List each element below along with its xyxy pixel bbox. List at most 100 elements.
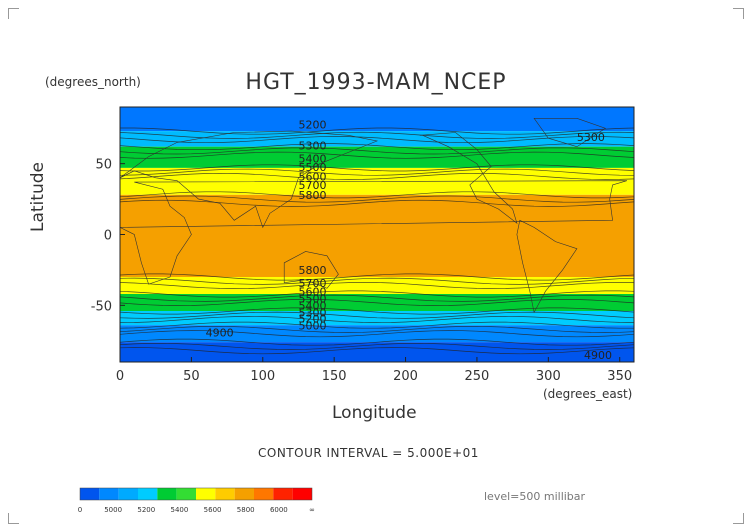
colorbar-label-0: 0	[78, 506, 82, 514]
colorbar-label-7: ∞	[309, 506, 315, 514]
chart-title: HGT_1993-MAM_NCEP	[245, 70, 507, 95]
contour-label-17: 4900	[584, 349, 612, 362]
colorbar-frame	[79, 487, 313, 501]
contour-label-12: 5400	[298, 300, 326, 313]
contour-line-8-1	[119, 325, 635, 333]
contour-label-1: 5300	[298, 140, 326, 153]
contour-label-14: 5200	[298, 312, 326, 325]
x-tick-label-7: 350	[607, 369, 632, 384]
contour-label-0: 5200	[298, 118, 326, 131]
contour-label-5: 5600	[298, 171, 326, 184]
x-axis-label: Longitude	[332, 403, 417, 423]
contour-line-9-1	[119, 342, 635, 350]
x-tick-label-0: 0	[116, 369, 124, 384]
contour-line-2-2	[119, 151, 635, 159]
contour-label-7: 5800	[298, 189, 326, 202]
contour-line-2-1	[119, 147, 635, 155]
colorbar-label-5: 5800	[237, 506, 255, 514]
continent-outline-0	[419, 132, 518, 225]
colorbar-swatch-8	[234, 488, 254, 500]
contour-label-16: 4900	[206, 327, 234, 340]
continent-outline-4	[283, 251, 339, 289]
contour-label-9: 5700	[298, 277, 326, 290]
band-0	[120, 107, 634, 132]
crop-mark-bottom-right	[733, 513, 744, 524]
contour-label-15: 5000	[298, 319, 326, 332]
contour-line-5-1	[119, 277, 635, 285]
band-8	[120, 325, 634, 343]
crop-mark-top-right	[733, 8, 744, 19]
contour-line-8-0	[119, 321, 634, 329]
x-tick-label-2: 100	[250, 369, 275, 384]
contour-line-4-2	[119, 199, 635, 207]
band-4	[120, 194, 634, 277]
y-tick-label-2: -50	[91, 299, 112, 314]
band-6	[120, 294, 634, 311]
contour-label-11: 5500	[298, 293, 326, 306]
y-tick-label-0: 50	[95, 158, 112, 173]
contour-label-10: 5600	[298, 285, 326, 298]
contour-line-9-2	[119, 347, 635, 355]
colorbar-swatch-6	[196, 488, 216, 500]
y-axis-unit: (degrees_north)	[45, 75, 141, 89]
contour-interval-text: CONTOUR INTERVAL = 5.000E+01	[258, 446, 479, 460]
colorbar-swatch-1	[99, 488, 119, 500]
contour-line-6-1	[119, 294, 635, 302]
contour-label-3: 5400	[298, 152, 326, 165]
colorbar-swatch-5	[176, 488, 196, 500]
contour-line-1-1	[119, 131, 635, 139]
contour-line-4-0	[119, 191, 635, 199]
crop-mark-bottom-left	[8, 513, 19, 524]
colorbar-swatch-9	[254, 488, 274, 500]
contour-line-8-2	[119, 330, 635, 338]
contour-line-5-2	[119, 282, 635, 289]
contour-line-7-1	[119, 311, 635, 319]
x-axis-unit: (degrees_east)	[543, 387, 633, 401]
colorbar-label-3: 5400	[171, 506, 189, 514]
crop-mark-top-left	[8, 8, 19, 19]
x-tick-label-3: 150	[322, 369, 347, 384]
contour-line-1-0	[120, 127, 635, 135]
contour-line-3-2	[119, 172, 635, 180]
continent-outline-1	[516, 219, 578, 314]
contour-line-7-2	[119, 316, 635, 323]
contour-line-2-0	[119, 143, 635, 151]
contour-line-6-2	[119, 299, 635, 306]
contour-line-7-0	[119, 307, 635, 315]
colorbar-swatch-7	[215, 488, 235, 500]
contour-label-13: 5300	[298, 307, 326, 320]
contour-line-4-1	[119, 195, 635, 203]
contour-line-9-0	[119, 338, 635, 346]
contour-line-3-1	[119, 168, 635, 176]
contour-label-4: 5500	[298, 161, 326, 174]
contour-line-3-0	[119, 164, 635, 172]
colorbar-swatch-4	[157, 488, 177, 500]
colorbar-label-1: 5000	[104, 506, 122, 514]
colorbar-swatch-10	[273, 488, 293, 500]
y-tick-label-1: 0	[104, 229, 112, 244]
band-5	[120, 277, 634, 294]
band-9	[120, 342, 634, 362]
x-tick-label-1: 50	[183, 369, 200, 384]
colorbar-swatch-2	[118, 488, 138, 500]
colorbar-swatch-3	[138, 488, 158, 500]
continent-outline-5	[533, 118, 607, 148]
contour-label-8: 5800	[298, 264, 326, 277]
continent-outline-3	[119, 130, 379, 229]
contour-label-6: 5700	[298, 179, 326, 192]
colorbar-swatch-0	[80, 488, 100, 500]
contour-line-5-0	[119, 273, 635, 281]
colorbar-swatch-11	[292, 488, 312, 500]
x-tick-label-6: 300	[536, 369, 561, 384]
level-text: level=500 millibar	[484, 490, 586, 503]
x-tick-label-4: 200	[393, 369, 418, 384]
continent-outline-2	[119, 180, 627, 285]
colorbar-label-6: 6000	[270, 506, 288, 514]
colorbar-label-4: 5600	[204, 506, 222, 514]
colorbar-label-2: 5200	[137, 506, 155, 514]
band-1	[120, 131, 634, 147]
contour-label-2: 5300	[577, 131, 605, 144]
contour-line-6-0	[119, 290, 635, 298]
x-tick-label-5: 250	[465, 369, 490, 384]
